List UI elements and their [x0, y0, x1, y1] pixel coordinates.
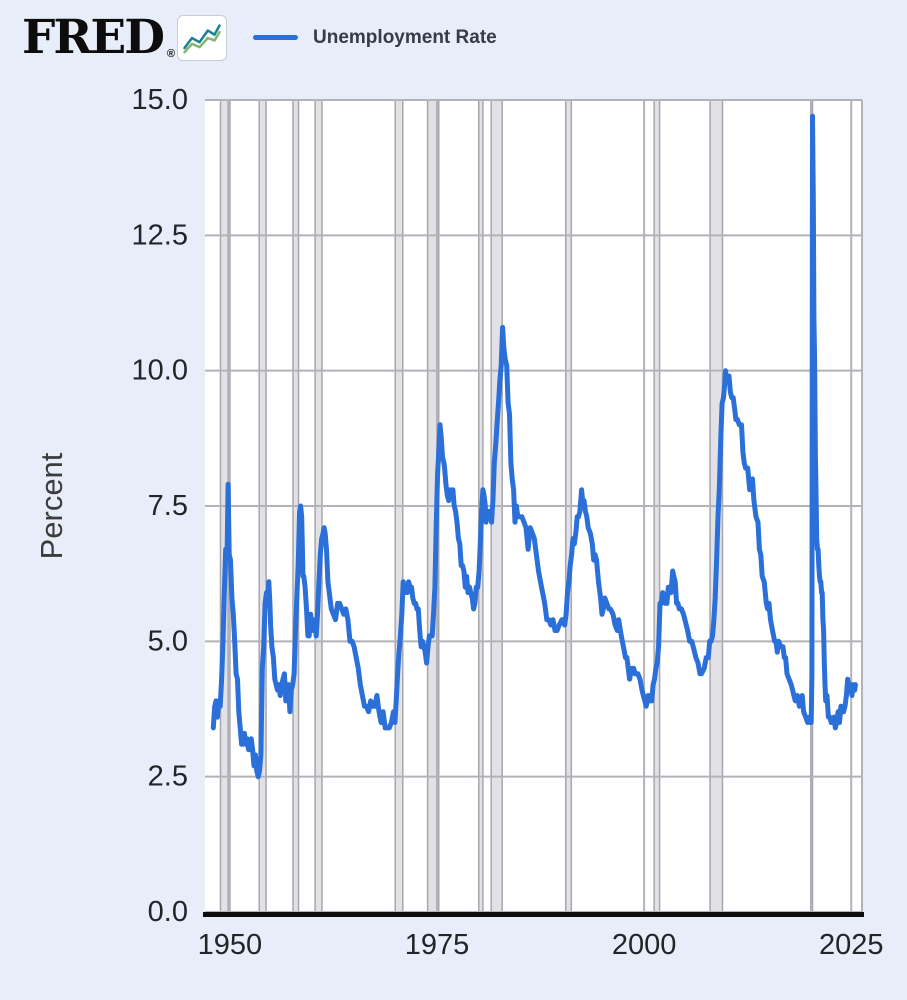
y-tick-label: 12.5 — [132, 219, 188, 251]
y-tick-label: 7.5 — [148, 490, 188, 522]
legend-line-swatch — [253, 35, 299, 40]
sparkline-icon-graphic — [183, 23, 221, 53]
fred-logo-text: FRED — [22, 10, 165, 65]
fred-sparkline-icon — [177, 14, 228, 61]
registered-trademark-symbol: ® — [166, 48, 176, 60]
x-tick-label: 2000 — [612, 929, 677, 961]
y-tick-label: 0.0 — [148, 896, 188, 928]
y-tick-label: 15.0 — [132, 84, 188, 116]
series-line-unemployment-rate[interactable] — [210, 113, 858, 780]
fred-logo[interactable]: FRED ® — [22, 14, 177, 61]
y-tick-label: 5.0 — [148, 625, 188, 657]
chart-header: FRED ® Unemployment Rate — [22, 14, 497, 61]
x-tick-label: 2025 — [819, 929, 884, 961]
legend-series-label: Unemployment Rate — [313, 26, 497, 48]
y-tick-label: 2.5 — [148, 761, 188, 793]
y-axis-title: Percent — [34, 452, 69, 559]
x-axis-line — [203, 912, 864, 917]
x-tick-label: 1950 — [198, 929, 263, 961]
chart-legend: Unemployment Rate — [253, 27, 497, 49]
y-tick-label: 10.0 — [132, 355, 188, 387]
x-tick-label: 1975 — [405, 929, 470, 961]
